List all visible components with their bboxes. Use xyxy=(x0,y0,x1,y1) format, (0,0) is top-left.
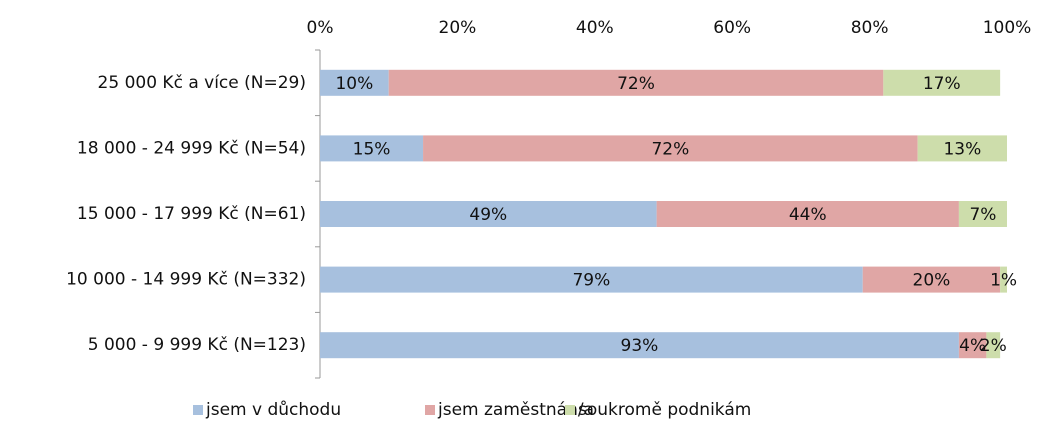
legend-label: soukromě podnikám xyxy=(578,400,751,420)
bar-segment xyxy=(883,69,1001,96)
data-label: 10% xyxy=(335,74,373,94)
data-label: 2% xyxy=(980,336,1007,356)
bar-segment xyxy=(917,135,1007,162)
bar-segment xyxy=(1000,266,1007,293)
bar-segment xyxy=(423,135,918,162)
bar-segment xyxy=(388,69,884,96)
y-tick-label: 25 000 Kč a více (N=29) xyxy=(98,73,306,93)
y-tick-label: 10 000 - 14 999 Kč (N=332) xyxy=(66,270,306,290)
data-label: 1% xyxy=(990,271,1017,291)
x-tick-label: 20% xyxy=(439,18,477,38)
data-label: 20% xyxy=(913,271,951,291)
bar-segment xyxy=(656,201,959,227)
x-tick-label: 40% xyxy=(576,18,614,38)
y-tick-label: 18 000 - 24 999 Kč (N=54) xyxy=(77,138,306,158)
data-label: 79% xyxy=(572,271,610,291)
x-tick-label: 60% xyxy=(713,18,751,38)
data-label: 44% xyxy=(789,205,827,225)
data-label: 93% xyxy=(621,336,659,356)
bar-segment xyxy=(320,201,657,227)
data-label: 72% xyxy=(617,74,655,94)
legend-swatch xyxy=(565,405,575,415)
bar-segment xyxy=(986,332,1001,359)
bar-segment xyxy=(958,201,1007,227)
legend-swatch xyxy=(193,405,203,415)
y-tick-label: 15 000 - 17 999 Kč (N=61) xyxy=(77,204,306,224)
legend-swatch xyxy=(425,405,435,415)
data-label: 17% xyxy=(923,74,961,94)
data-label: 7% xyxy=(969,205,996,225)
legend-label: jsem v důchodu xyxy=(205,400,341,420)
data-label: 15% xyxy=(353,139,391,159)
legend-label: jsem zaměstnán/a xyxy=(437,400,594,420)
data-label: 13% xyxy=(943,139,981,159)
data-label: 72% xyxy=(651,139,689,159)
bar-segment xyxy=(862,266,1001,293)
bar-segment xyxy=(320,332,959,359)
bar-segment xyxy=(320,266,863,293)
bar-segment xyxy=(320,135,424,162)
bar-segment xyxy=(958,332,987,359)
y-tick-label: 5 000 - 9 999 Kč (N=123) xyxy=(88,335,306,355)
data-label: 4% xyxy=(959,336,986,356)
x-tick-label: 100% xyxy=(983,18,1032,38)
bar-segment xyxy=(320,69,389,96)
data-label: 49% xyxy=(469,205,507,225)
x-tick-label: 80% xyxy=(851,18,889,38)
x-tick-label: 0% xyxy=(307,18,334,38)
